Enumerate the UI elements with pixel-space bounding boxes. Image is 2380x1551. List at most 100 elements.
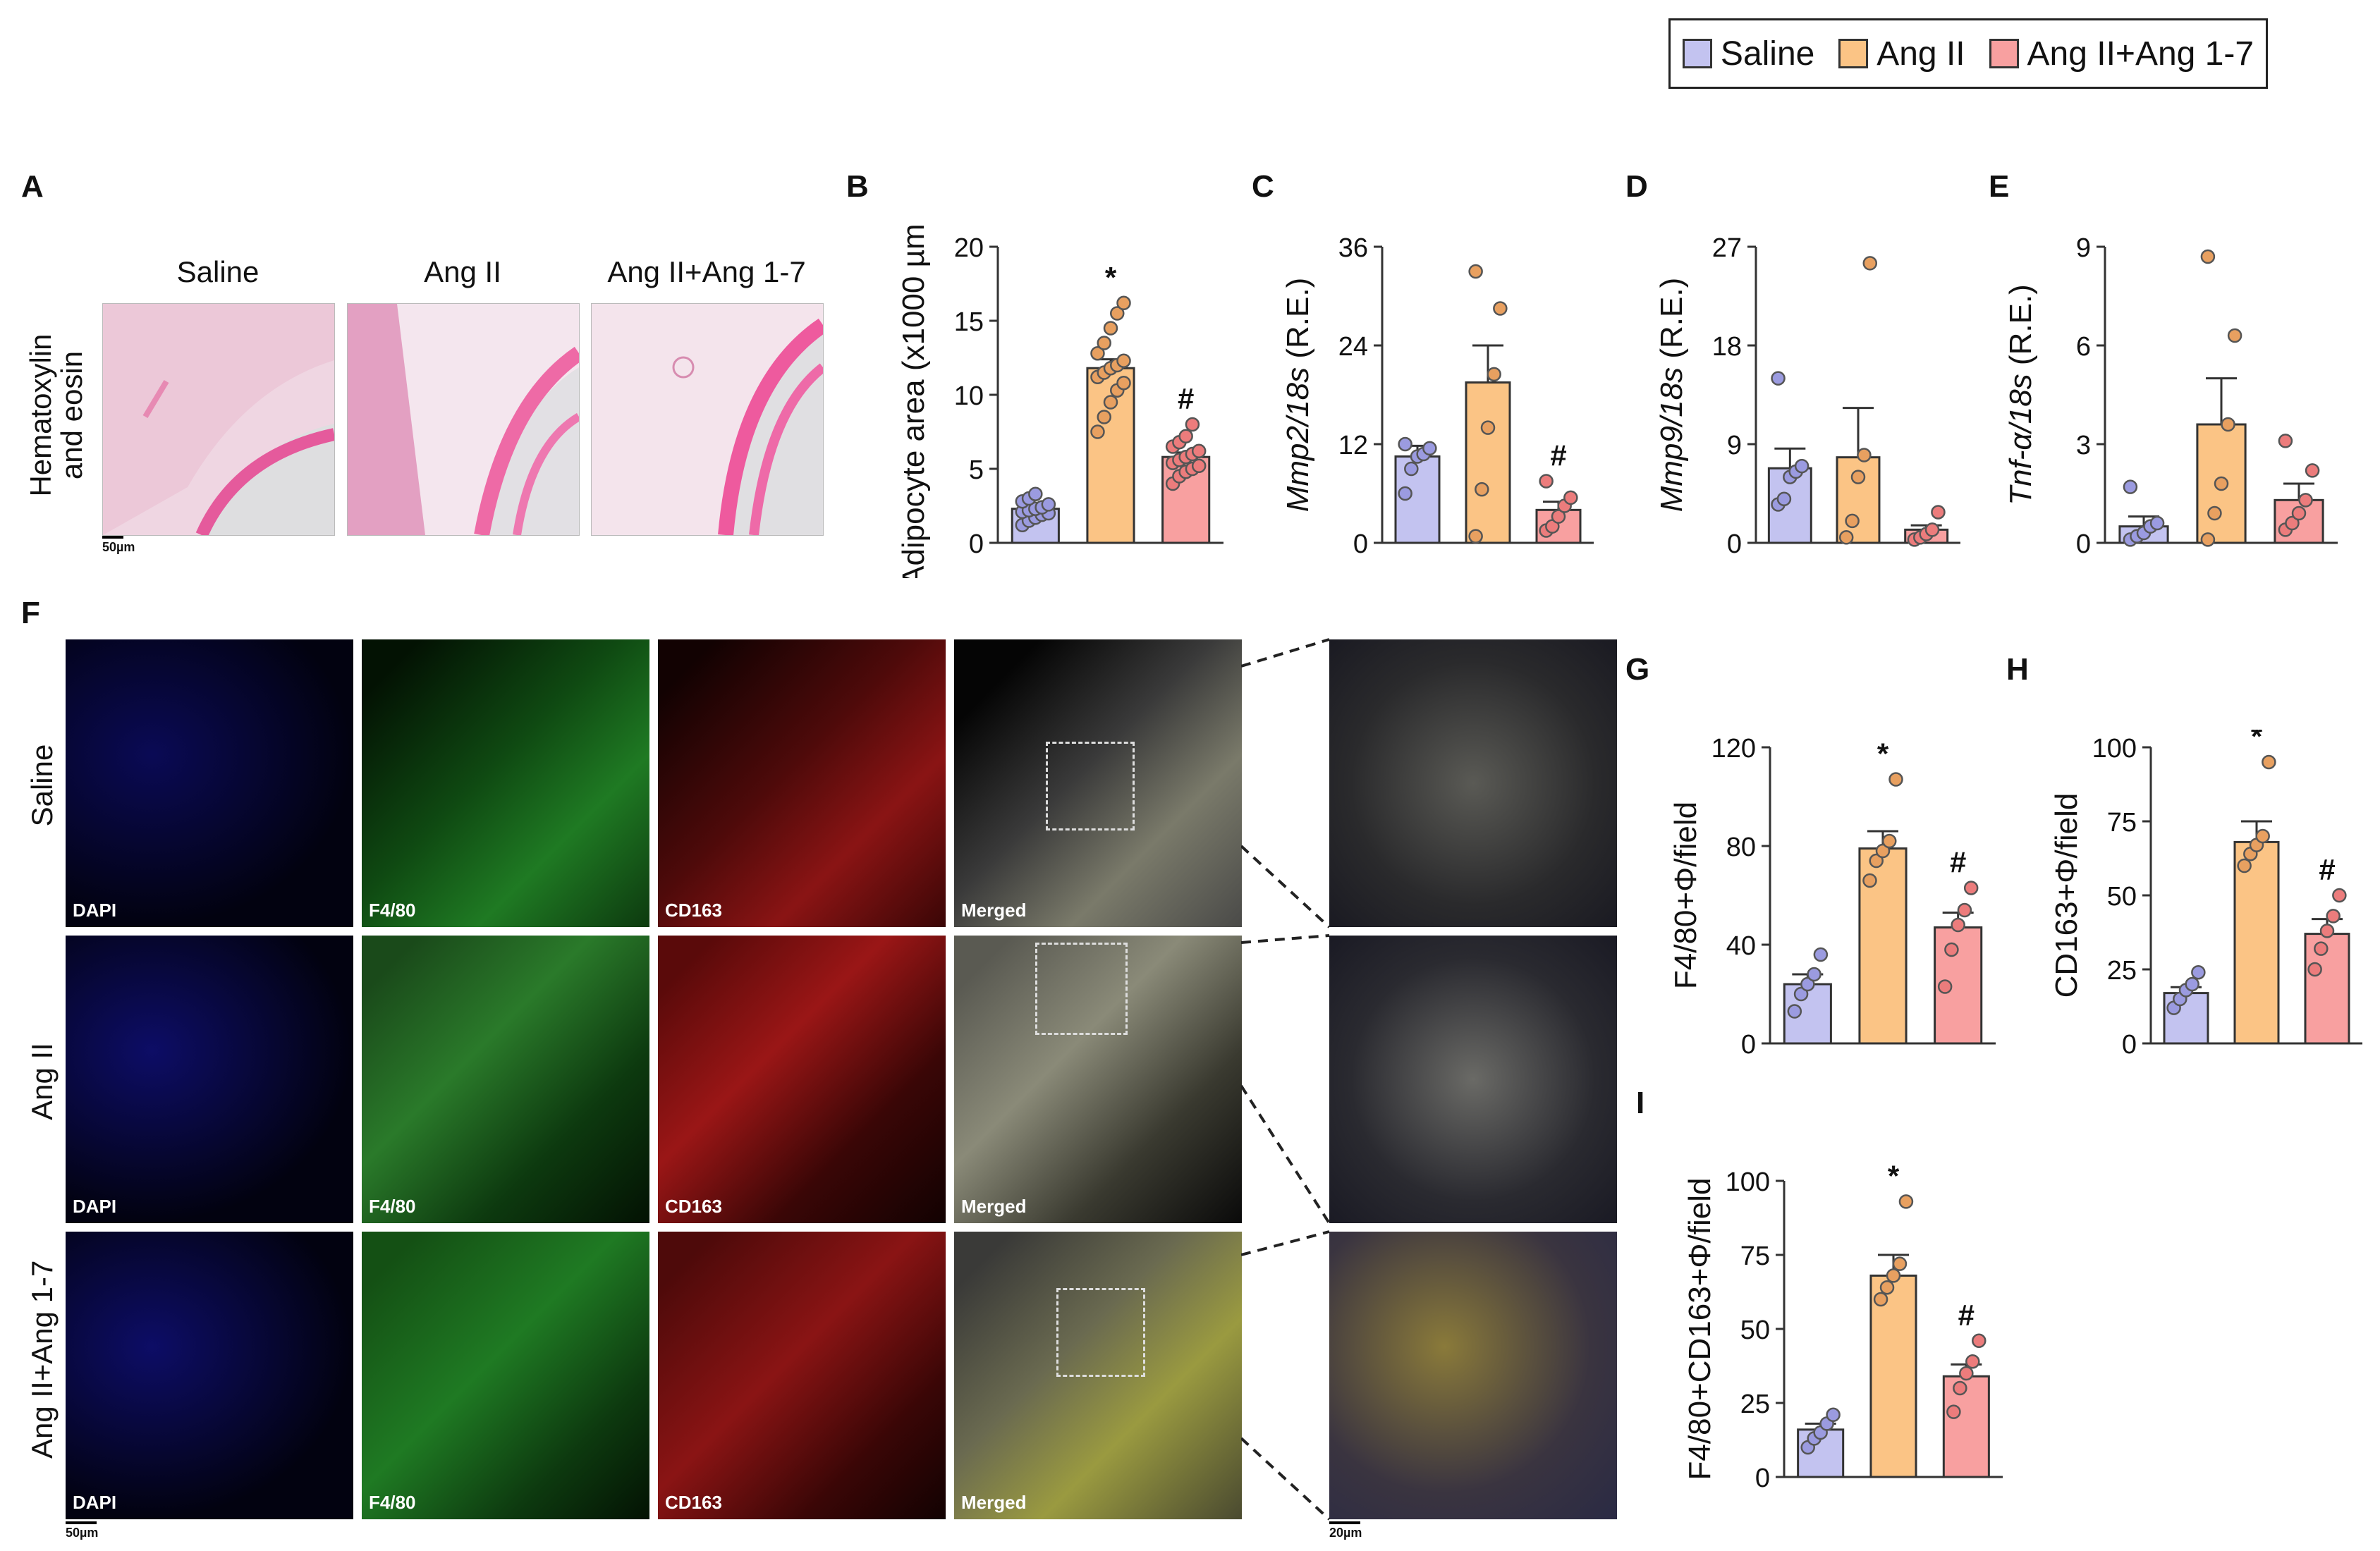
- y-tick-label: 24: [1338, 332, 1368, 362]
- y-tick-label: 12: [1338, 431, 1368, 460]
- data-point: [1551, 509, 1566, 524]
- data-point: [1888, 772, 1903, 787]
- data-point: [2185, 976, 2199, 992]
- significance-mark: #: [1958, 1299, 1975, 1332]
- y-tick-label: 0: [969, 529, 984, 559]
- data-point: [1931, 505, 1946, 520]
- data-point: [1178, 429, 1193, 444]
- micro-label: CD163: [665, 900, 722, 921]
- data-point: [1103, 395, 1118, 410]
- y-tick-label: 10: [954, 381, 984, 411]
- data-point: [1875, 843, 1891, 859]
- significance-mark: #: [1550, 439, 1566, 472]
- data-point: [1191, 458, 1207, 474]
- he-image-saline: [102, 303, 335, 536]
- y-tick-label: 0: [1727, 529, 1742, 559]
- y-tick-label: 36: [1338, 233, 1368, 263]
- micro-label: F4/80: [369, 900, 416, 921]
- y-tick-label: 0: [1741, 1030, 1756, 1060]
- chart-g: 0 40 80 120 F4/80+Φ/field * #: [1668, 734, 1996, 1060]
- he-image-angii: [347, 303, 580, 536]
- data-point: [1563, 490, 1578, 505]
- y-tick-label: 0: [1353, 529, 1368, 559]
- y-tick-label: 9: [2076, 233, 2091, 263]
- significance-mark: #: [2319, 853, 2335, 886]
- bar-ang-ii: [1869, 1274, 1917, 1478]
- he-scalebar: 50µm: [102, 536, 135, 555]
- panel-letter-f: F: [21, 596, 40, 630]
- he-scalebar-label: 50µm: [102, 540, 135, 554]
- data-point: [2307, 962, 2322, 977]
- y-tick-label: 50: [2107, 882, 2137, 912]
- legend-item-ang17: Ang II+Ang 1-7: [1989, 35, 2254, 73]
- significance-mark: *: [1877, 737, 1889, 771]
- y-tick-label: 3: [2076, 431, 2091, 460]
- data-point: [2123, 479, 2138, 494]
- legend-item-saline: Saline: [1682, 35, 1814, 73]
- y-tick-label: 20: [954, 233, 984, 263]
- data-point: [2319, 924, 2335, 938]
- data-point: [2207, 505, 2222, 521]
- he-image-ang17-art: [592, 304, 823, 535]
- he-scalebar-line: [102, 536, 123, 539]
- data-point: [1028, 486, 1043, 501]
- data-point: [1090, 345, 1105, 361]
- y-axis-label: Mmp9/18s (R.E.): [1654, 278, 1689, 513]
- data-point: [2191, 964, 2206, 980]
- data-point: [2326, 909, 2341, 924]
- micro-angii-merged: Merged: [954, 936, 1242, 1223]
- data-point: [1838, 529, 1854, 545]
- legend-item-angii: Ang II: [1838, 35, 1965, 73]
- data-point: [2255, 828, 2270, 844]
- data-point: [1097, 410, 1111, 424]
- micro-saline-merged: Merged: [954, 639, 1242, 927]
- data-point: [2227, 328, 2242, 343]
- data-point: [1404, 461, 1419, 477]
- he-row-label-line-2: and eosin: [55, 350, 88, 480]
- micro-label: F4/80: [369, 1492, 416, 1513]
- y-tick-label: 100: [1726, 1167, 1770, 1197]
- y-axis-label-unit: (R.E.): [2003, 284, 2038, 374]
- data-point: [1771, 371, 1786, 386]
- data-point: [1862, 256, 1878, 271]
- bar-ang-ii: [1086, 367, 1135, 544]
- micro-label: CD163: [665, 1196, 722, 1217]
- data-point: [1539, 474, 1554, 489]
- legend-swatch-saline: [1682, 39, 1712, 68]
- data-point: [1845, 513, 1860, 529]
- y-tick-label: 6: [2076, 332, 2091, 362]
- fluor-scalebar-left-label: 50µm: [66, 1526, 99, 1540]
- y-axis-label-unit: (R.E.): [1281, 278, 1315, 367]
- data-point: [2314, 941, 2329, 956]
- he-title-angii: Ang II: [424, 255, 501, 288]
- zoom-box: [1056, 1288, 1145, 1377]
- data-point: [2200, 532, 2216, 547]
- zoom-box: [1035, 943, 1128, 1035]
- chart-i: 0 25 50 75 100 F4/80+CD163+Φ/field * #: [1683, 1163, 2003, 1493]
- micro-label: CD163: [665, 1492, 722, 1513]
- data-point: [1110, 306, 1125, 321]
- he-image-angii-art: [348, 304, 579, 535]
- micro-ang17-merged: Merged: [954, 1232, 1242, 1519]
- data-point: [1103, 321, 1118, 336]
- panel-letter-d: D: [1625, 169, 1648, 204]
- data-point: [1468, 264, 1483, 279]
- y-tick-label: 75: [1740, 1242, 1770, 1271]
- data-point: [1116, 353, 1131, 368]
- data-point: [1873, 1292, 1888, 1307]
- data-point: [1946, 1404, 1961, 1419]
- fluor-row-label-saline: Saline: [25, 744, 59, 827]
- he-image-saline-art: [103, 304, 334, 535]
- data-point: [1480, 420, 1496, 435]
- data-point: [2332, 888, 2347, 903]
- panel-letter-h: H: [2006, 652, 2029, 687]
- data-point: [1787, 1004, 1802, 1019]
- data-point: [2262, 754, 2276, 770]
- fluor-scalebar-right-line: [1329, 1521, 1360, 1524]
- fluor-row-label-ang17: Ang II+Ang 1-7: [25, 1260, 59, 1459]
- data-point: [1882, 833, 1897, 849]
- he-title-saline: Saline: [176, 255, 260, 288]
- legend-label-ang17: Ang II+Ang 1-7: [2027, 35, 2254, 73]
- data-point: [1879, 1280, 1895, 1295]
- data-point: [2149, 515, 2165, 531]
